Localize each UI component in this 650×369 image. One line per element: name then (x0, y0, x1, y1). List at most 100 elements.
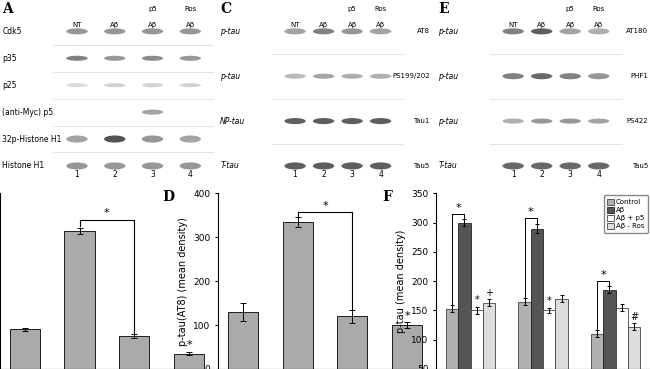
Bar (283, 222, 313, 369)
Text: 4: 4 (188, 170, 193, 179)
Text: 32p-Histone H1: 32p-Histone H1 (2, 135, 62, 144)
Text: (anti-Myc) p5: (anti-Myc) p5 (2, 108, 53, 117)
Ellipse shape (313, 74, 334, 79)
Ellipse shape (285, 118, 306, 124)
Bar (337, 316, 367, 369)
Bar (591, 334, 603, 369)
Ellipse shape (502, 118, 524, 124)
Text: AT180: AT180 (626, 28, 648, 34)
Ellipse shape (560, 118, 581, 124)
Text: 1: 1 (292, 170, 298, 179)
Text: PS199/202: PS199/202 (392, 73, 430, 79)
Bar (531, 228, 543, 369)
Text: Tau5: Tau5 (632, 163, 648, 169)
Text: Cdk5: Cdk5 (2, 27, 21, 36)
Bar (446, 309, 458, 369)
Ellipse shape (66, 56, 88, 61)
Text: p25: p25 (2, 81, 17, 90)
Text: p5: p5 (566, 6, 575, 11)
Text: AT8: AT8 (417, 28, 430, 34)
Y-axis label: p-tau(AT8) (mean density): p-tau(AT8) (mean density) (177, 217, 188, 346)
Text: F: F (383, 190, 393, 204)
Text: #: # (630, 311, 638, 322)
Ellipse shape (588, 118, 610, 124)
Text: Aβ: Aβ (594, 22, 603, 28)
Bar (616, 307, 628, 369)
Bar (227, 312, 258, 369)
Text: p-tau: p-tau (438, 117, 458, 125)
Ellipse shape (502, 162, 524, 169)
Text: Ros: Ros (184, 6, 196, 11)
Text: Aβ: Aβ (566, 22, 575, 28)
Text: NT: NT (508, 22, 518, 28)
Text: PS422: PS422 (626, 118, 648, 124)
Text: C: C (220, 2, 231, 16)
Ellipse shape (66, 83, 88, 87)
Ellipse shape (588, 162, 610, 169)
Ellipse shape (104, 162, 125, 169)
Bar (603, 290, 616, 369)
Ellipse shape (142, 83, 163, 87)
Text: PHF1: PHF1 (630, 73, 648, 79)
Text: Ros: Ros (374, 6, 387, 11)
Text: Aβ: Aβ (537, 22, 546, 28)
Ellipse shape (179, 56, 201, 61)
Text: T-tau: T-tau (220, 162, 239, 170)
Bar (119, 336, 150, 369)
Ellipse shape (341, 118, 363, 124)
Ellipse shape (560, 162, 581, 169)
Ellipse shape (104, 135, 125, 142)
Ellipse shape (588, 28, 610, 34)
Ellipse shape (560, 28, 581, 34)
Text: p5: p5 (348, 6, 356, 11)
Ellipse shape (313, 118, 334, 124)
Text: *: * (474, 295, 479, 305)
Text: 3: 3 (350, 170, 354, 179)
Ellipse shape (142, 56, 163, 61)
Text: T-tau: T-tau (438, 162, 457, 170)
Text: 1: 1 (75, 170, 79, 179)
Text: *: * (528, 207, 534, 217)
Ellipse shape (142, 28, 163, 34)
Text: 2: 2 (112, 170, 117, 179)
Text: p-tau: p-tau (438, 72, 458, 81)
Ellipse shape (313, 162, 334, 169)
Text: Aβ: Aβ (148, 22, 157, 28)
Text: 2: 2 (321, 170, 326, 179)
Bar (471, 310, 483, 369)
Text: 2: 2 (540, 170, 544, 179)
Ellipse shape (531, 73, 552, 79)
Ellipse shape (341, 162, 363, 169)
Text: p-tau: p-tau (220, 27, 240, 36)
Text: NP-tau: NP-tau (220, 117, 246, 125)
Text: Tau1: Tau1 (413, 118, 430, 124)
Text: Ros: Ros (593, 6, 605, 11)
Ellipse shape (142, 110, 163, 115)
Text: *: * (456, 203, 461, 213)
Ellipse shape (66, 135, 88, 142)
Ellipse shape (66, 28, 88, 34)
Ellipse shape (341, 28, 363, 34)
Ellipse shape (502, 73, 524, 79)
Bar (174, 354, 204, 369)
Bar (483, 303, 495, 369)
Ellipse shape (142, 135, 163, 142)
Text: +: + (485, 287, 493, 297)
Text: p-tau: p-tau (220, 72, 240, 81)
Text: 4: 4 (378, 170, 383, 179)
Ellipse shape (179, 162, 201, 169)
Bar (628, 327, 640, 369)
Text: Aβ: Aβ (186, 22, 195, 28)
Ellipse shape (179, 83, 201, 87)
Ellipse shape (313, 28, 334, 34)
Ellipse shape (66, 162, 88, 169)
Text: NT: NT (291, 22, 300, 28)
Text: *: * (187, 340, 192, 350)
Ellipse shape (142, 162, 163, 169)
Ellipse shape (531, 118, 552, 124)
Text: Aβ: Aβ (348, 22, 357, 28)
Ellipse shape (370, 28, 391, 34)
Bar (392, 325, 422, 369)
Text: *: * (601, 270, 606, 280)
Text: *: * (404, 311, 410, 321)
